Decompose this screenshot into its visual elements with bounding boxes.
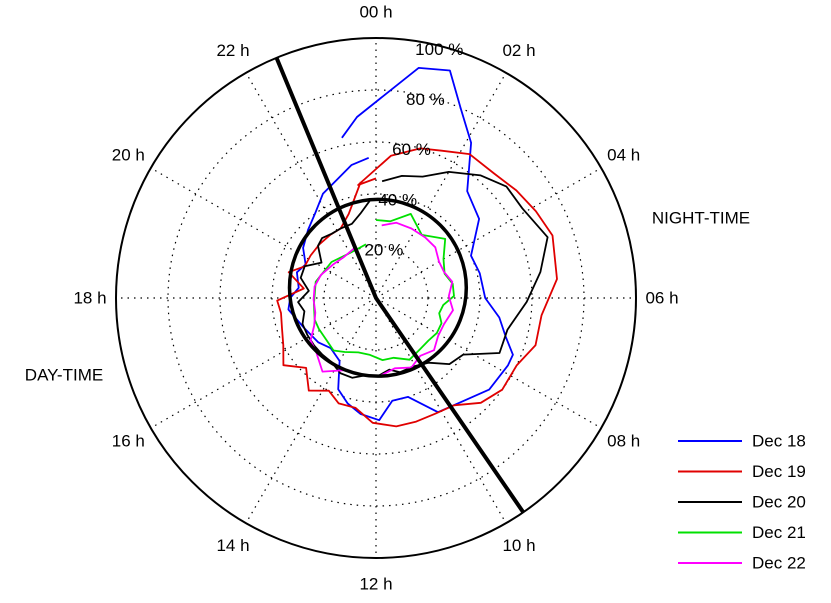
- hour-label: 00 h: [359, 3, 392, 22]
- grid-spoke: [245, 72, 377, 299]
- series-line-dec-18: [287, 67, 514, 422]
- outer-circle: [115, 37, 637, 559]
- legend-label: Dec 19: [752, 462, 806, 481]
- terminator-line: [274, 57, 525, 514]
- legend-label: Dec 22: [752, 554, 806, 573]
- series-line-dec-22: [309, 221, 454, 377]
- grid-spoke: [150, 167, 377, 299]
- night-time-annotation: NIGHT-TIME: [652, 209, 750, 228]
- grid-spoke: [375, 72, 507, 299]
- legend-label: Dec 20: [752, 493, 806, 512]
- series-line-dec-21: [312, 212, 455, 362]
- legend-label: Dec 21: [752, 523, 806, 542]
- day-time-annotation: DAY-TIME: [25, 366, 103, 385]
- radial-label: 60 %: [392, 140, 431, 159]
- grid-spoke: [375, 297, 602, 429]
- hour-label: 04 h: [607, 146, 640, 165]
- grid-spoke: [245, 297, 377, 524]
- axis-labels: 00 h 02 h 04 h 06 h 08 h 10 h 12 h 14 h 16 h 18 h…: [25, 3, 750, 594]
- series-lines: [276, 67, 558, 428]
- series-line-dec-19: [276, 147, 558, 428]
- legend-label: Dec 18: [752, 432, 806, 451]
- mean-circle: [287, 197, 469, 378]
- radial-label: 80 %: [406, 90, 445, 109]
- grid-spoke: [375, 167, 602, 299]
- hour-label: 06 h: [645, 289, 678, 308]
- hour-label: 18 h: [73, 289, 106, 308]
- hour-label: 16 h: [112, 432, 145, 451]
- legend: Dec 18 Dec 19 Dec 20 Dec 21 Dec 22: [678, 432, 806, 573]
- hour-label: 02 h: [502, 41, 535, 60]
- hour-label: 22 h: [216, 41, 249, 60]
- hour-label: 12 h: [359, 575, 392, 594]
- hour-label: 14 h: [216, 536, 249, 555]
- radial-label: 100 %: [415, 40, 463, 59]
- radial-label: 40 %: [378, 190, 417, 209]
- overlay-lines: [274, 57, 525, 514]
- hour-label: 20 h: [112, 146, 145, 165]
- series-line-dec-20: [297, 170, 549, 379]
- hour-label: 08 h: [607, 432, 640, 451]
- grid-spoke: [150, 297, 377, 429]
- radial-label: 20 %: [364, 240, 403, 259]
- hour-label: 10 h: [502, 536, 535, 555]
